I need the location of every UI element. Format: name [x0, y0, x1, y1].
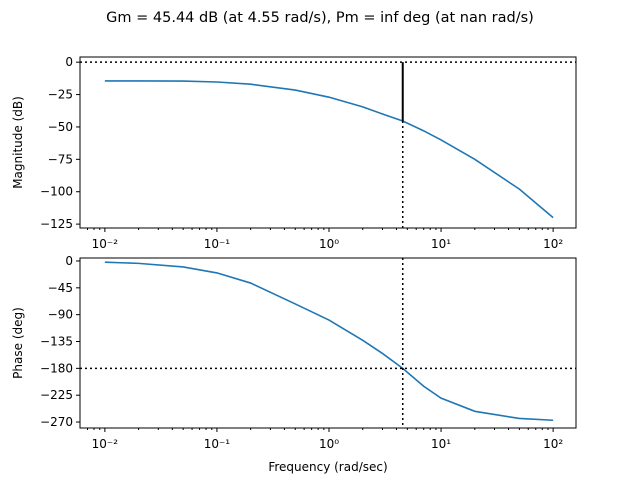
phase-xtick-label: 10¹	[431, 437, 451, 451]
phase-xtick-label: 10⁰	[319, 437, 339, 451]
phase-series-line	[104, 261, 554, 422]
phase-ytick-label: −45	[48, 281, 73, 295]
phase-ytick-label: −180	[40, 361, 73, 375]
magnitude-ytick-label: −25	[48, 88, 73, 102]
chart-title: Gm = 45.44 dB (at 4.55 rad/s), Pm = inf …	[106, 10, 534, 26]
magnitude-ytick-label: −50	[48, 120, 73, 134]
magnitude-ytick-label: 0	[65, 55, 73, 69]
magnitude-plot: 0 −25 −50 −75 −100 −125 10⁻² 10⁻¹ 10⁰ 10¹ 10² Magni…	[11, 55, 577, 251]
phase-y-axis-label: Phase (deg)	[11, 307, 25, 379]
phase-xtick-label: 10⁻¹	[204, 437, 231, 451]
magnitude-xtick-label: 10¹	[431, 237, 451, 251]
magnitude-ytick-label: −100	[40, 185, 73, 199]
x-axis-label: Frequency (rad/sec)	[268, 460, 387, 474]
magnitude-y-axis-label: Magnitude (dB)	[11, 96, 25, 189]
phase-ytick-label: −135	[40, 335, 73, 349]
magnitude-xtick-label: 10⁻¹	[204, 237, 231, 251]
magnitude-series-line	[104, 80, 554, 219]
phase-ytick-label: −90	[48, 308, 73, 322]
magnitude-ytick-label: −75	[48, 152, 73, 166]
phase-xtick-label: 10⁻²	[92, 437, 119, 451]
magnitude-axes-frame	[79, 56, 577, 229]
phase-ytick-label: 0	[65, 254, 73, 268]
phase-ytick-label: −270	[40, 415, 73, 429]
phase-plot: 0 −45 −90 −135 −180 −225 −270 10⁻² 10⁻¹ 10⁰ 10¹ 10²…	[11, 254, 577, 451]
magnitude-ytick-label: −125	[40, 217, 73, 231]
magnitude-xtick-label: 10⁻²	[92, 237, 119, 251]
magnitude-xtick-label: 10²	[543, 237, 563, 251]
magnitude-xtick-label: 10⁰	[319, 237, 339, 251]
phase-axes-frame	[79, 257, 577, 429]
phase-xtick-label: 10²	[543, 437, 563, 451]
phase-ytick-label: −225	[40, 388, 73, 402]
